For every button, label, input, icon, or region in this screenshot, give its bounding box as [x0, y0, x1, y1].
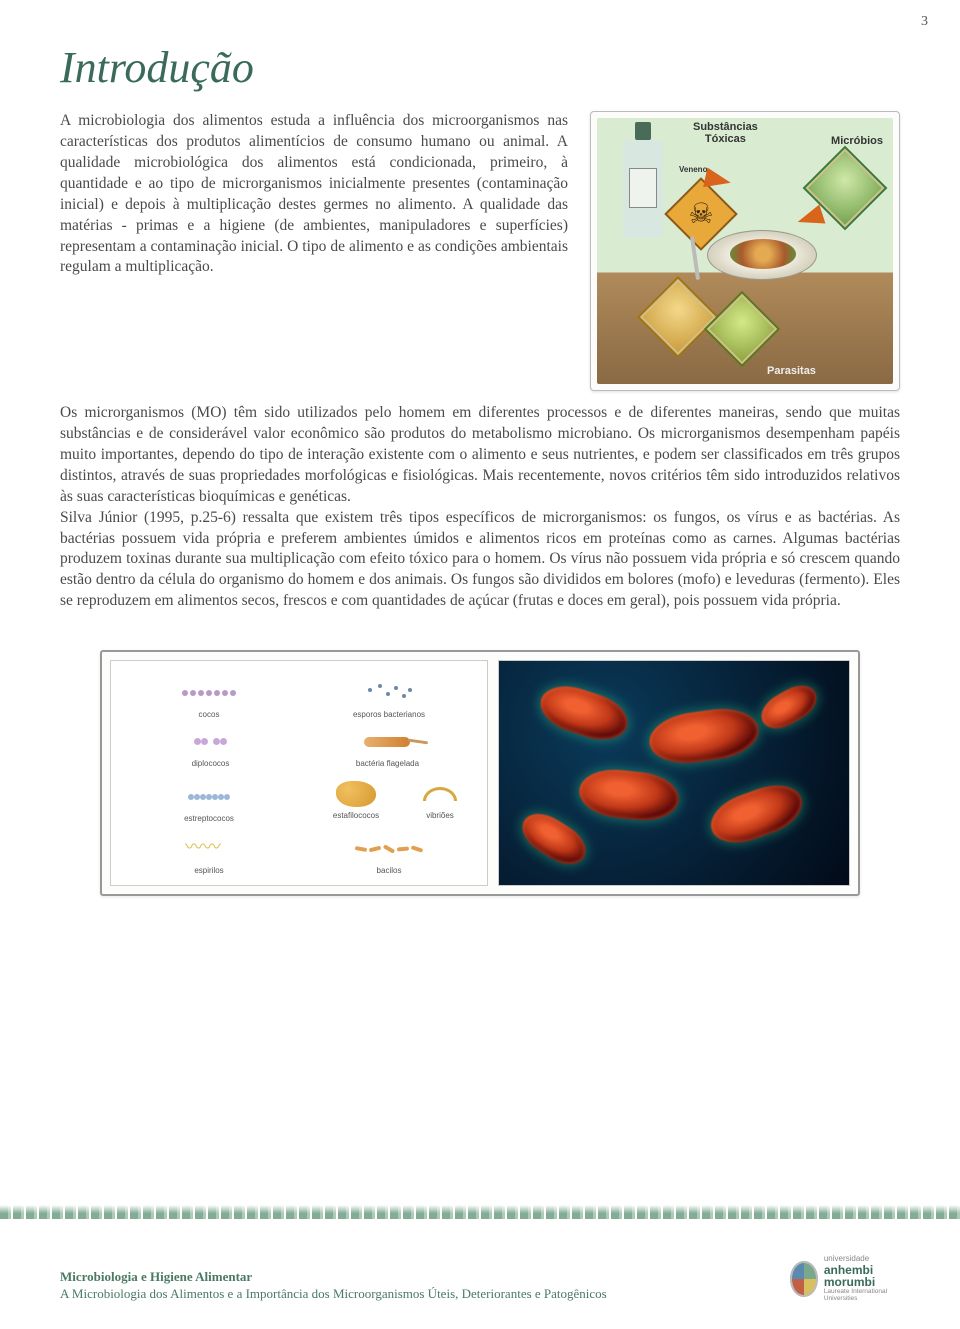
chart-cell-esporos: esporos bacterianos: [303, 671, 475, 719]
footer-line-2: A Microbiologia dos Alimentos e a Import…: [60, 1285, 607, 1303]
intro-row: A microbiologia dos alimentos estuda a i…: [60, 111, 900, 391]
figure-1-label-toxicas: SubstânciasTóxicas: [693, 122, 758, 145]
chart-label: vibriões: [426, 811, 454, 820]
figure-1-scene: SubstânciasTóxicas Micróbios Parasitas V…: [597, 118, 893, 384]
figure-1-label-parasitas: Parasitas: [767, 366, 816, 378]
chart-cell-estaf-vibrio: estafilococos vibriões: [303, 775, 475, 823]
figure-1-label-microbios: Micróbios: [831, 136, 883, 148]
chart-cell-estrepto: estreptococos: [123, 775, 295, 823]
page: 3 Introdução A microbiologia dos aliment…: [0, 0, 960, 1329]
chart-label: bacilos: [377, 866, 402, 875]
chart-label: diplococos: [192, 759, 230, 768]
logo-subtitle: Laureate International Universities: [824, 1289, 900, 1303]
figure-1-parasite-icon-1: [637, 276, 719, 358]
chart-label: bactéria flagelada: [356, 759, 419, 768]
body-paragraph: Os microrganismos (MO) têm sido utilizad…: [60, 403, 900, 612]
figure-1-plate-icon: [707, 230, 817, 280]
chart-label: espirilos: [194, 866, 223, 875]
figure-2-morphology-chart: cocos esporos bacterianos diplococos bac…: [110, 660, 488, 886]
figure-1-arrow-icon: [795, 204, 826, 231]
footer-divider: [0, 1205, 960, 1219]
logo-mark-icon: [790, 1261, 818, 1297]
figure-1-label-veneno: Veneno: [679, 166, 707, 174]
figure-2: cocos esporos bacterianos diplococos bac…: [100, 650, 860, 896]
section-heading: Introdução: [60, 42, 900, 93]
page-footer: Microbiologia e Higiene Alimentar A Micr…: [60, 1255, 900, 1303]
figure-1-bottle-label: [629, 168, 657, 208]
figure-2-microscopy-image: [498, 660, 850, 886]
page-number: 3: [921, 14, 928, 30]
figure-1-parasite-icon-2: [704, 291, 780, 367]
chart-row-diplo-flagel: diplococos bactéria flagelada: [123, 723, 475, 771]
chart-cell-cocos: cocos: [123, 671, 295, 719]
logo-text: universidade anhembi morumbi Laureate In…: [824, 1255, 900, 1302]
footer-text: Microbiologia e Higiene Alimentar A Micr…: [60, 1268, 607, 1303]
intro-paragraph: A microbiologia dos alimentos estuda a i…: [60, 111, 568, 391]
chart-label: cocos: [199, 710, 220, 719]
chart-cell-bacilos: bacilos: [303, 827, 475, 875]
chart-cell-espirilos: espirilos: [123, 827, 295, 875]
chart-label: esporos bacterianos: [353, 710, 425, 719]
footer-line-1: Microbiologia e Higiene Alimentar: [60, 1268, 607, 1286]
figure-1: SubstânciasTóxicas Micróbios Parasitas V…: [590, 111, 900, 391]
chart-label: estafilococos: [333, 811, 379, 820]
figure-1-bottle: [623, 140, 663, 238]
university-logo: universidade anhembi morumbi Laureate In…: [790, 1255, 900, 1303]
chart-label: estreptococos: [184, 814, 234, 823]
